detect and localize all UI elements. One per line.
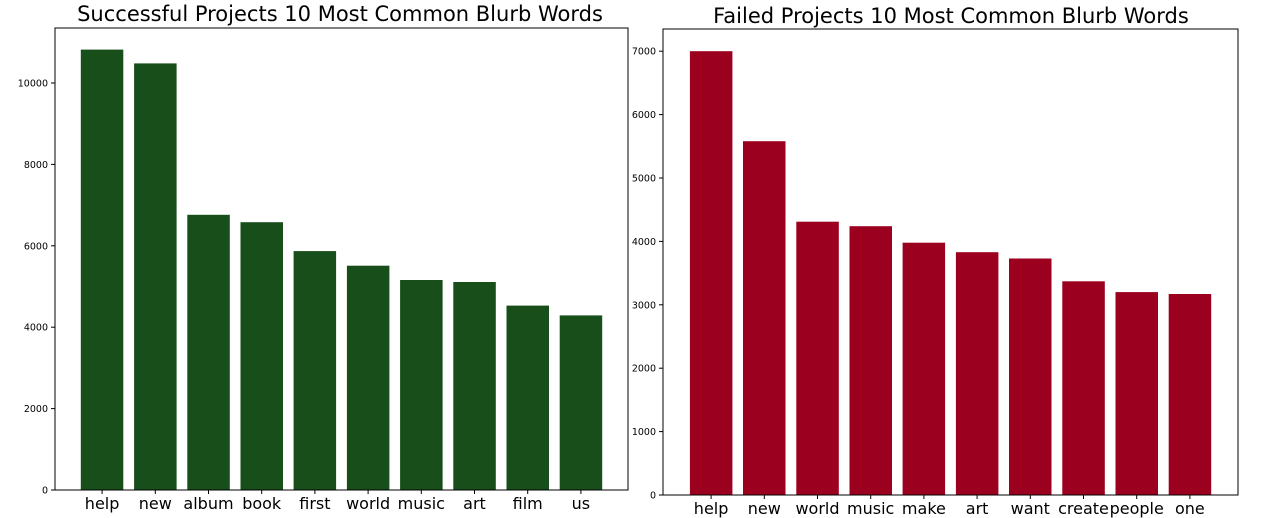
y-tick-label: 0 [650, 491, 656, 502]
x-tick-label: new [748, 499, 781, 518]
y-tick-label: 7000 [632, 47, 656, 58]
x-tick-label: make [902, 499, 946, 518]
x-tick-label: world [795, 499, 839, 518]
x-tick-label: one [1175, 499, 1205, 518]
bar-music [400, 280, 443, 490]
bar-people [1115, 292, 1158, 495]
y-tick-label: 8000 [24, 160, 48, 171]
x-tick-label: music [847, 499, 894, 518]
y-tick-label: 2000 [632, 364, 656, 375]
y-tick-label: 0 [42, 486, 48, 497]
bar-want [1009, 258, 1052, 495]
plot-frame [662, 28, 1239, 496]
x-tick-label: help [85, 494, 120, 513]
y-tick-label: 5000 [632, 174, 656, 185]
x-tick-label: music [398, 494, 445, 513]
x-tick-label: art [463, 494, 486, 513]
x-tick-label: book [242, 494, 282, 513]
chart-title: Failed Projects 10 Most Common Blurb Wor… [713, 4, 1189, 28]
y-tick-label: 3000 [632, 300, 656, 311]
bar-world [346, 265, 390, 490]
bar-album [187, 214, 230, 491]
bar-book [240, 222, 283, 490]
x-tick-label: help [694, 499, 729, 518]
y-tick-label: 4000 [24, 323, 48, 334]
plot-frame [54, 27, 629, 491]
bar-film [506, 305, 549, 490]
bar-help [80, 49, 124, 490]
bar-art [955, 252, 999, 495]
bar-music [849, 226, 892, 495]
x-tick-label: world [346, 494, 390, 513]
chart-title: Successful Projects 10 Most Common Blurb… [77, 2, 603, 26]
x-tick-label: people [1110, 499, 1164, 518]
bar-make [902, 242, 946, 495]
y-tick-label: 4000 [632, 237, 656, 248]
x-tick-label: want [1011, 499, 1050, 518]
x-tick-label: new [139, 494, 172, 513]
y-tick-label: 6000 [24, 241, 48, 252]
x-tick-label: art [966, 499, 989, 518]
bar-one [1168, 294, 1212, 495]
y-tick-label: 2000 [24, 404, 48, 415]
bar-new [134, 63, 177, 491]
x-tick-label: album [183, 494, 233, 513]
bar-first [293, 251, 337, 490]
y-tick-label: 10000 [18, 79, 48, 90]
successful-projects-chart: Successful Projects 10 Most Common Blurb… [18, 2, 629, 513]
failed-projects-chart: Failed Projects 10 Most Common Blurb Wor… [632, 4, 1239, 518]
x-tick-label: create [1058, 499, 1109, 518]
y-tick-label: 1000 [632, 427, 656, 438]
x-tick-label: us [572, 494, 590, 513]
y-tick-label: 6000 [632, 110, 656, 121]
bar-art [453, 282, 496, 490]
bar-us [559, 315, 603, 490]
bar-world [796, 221, 839, 495]
bar-create [1062, 281, 1105, 495]
x-tick-label: first [299, 494, 330, 513]
bar-help [689, 51, 733, 495]
bar-new [743, 141, 786, 495]
x-tick-label: film [513, 494, 543, 513]
